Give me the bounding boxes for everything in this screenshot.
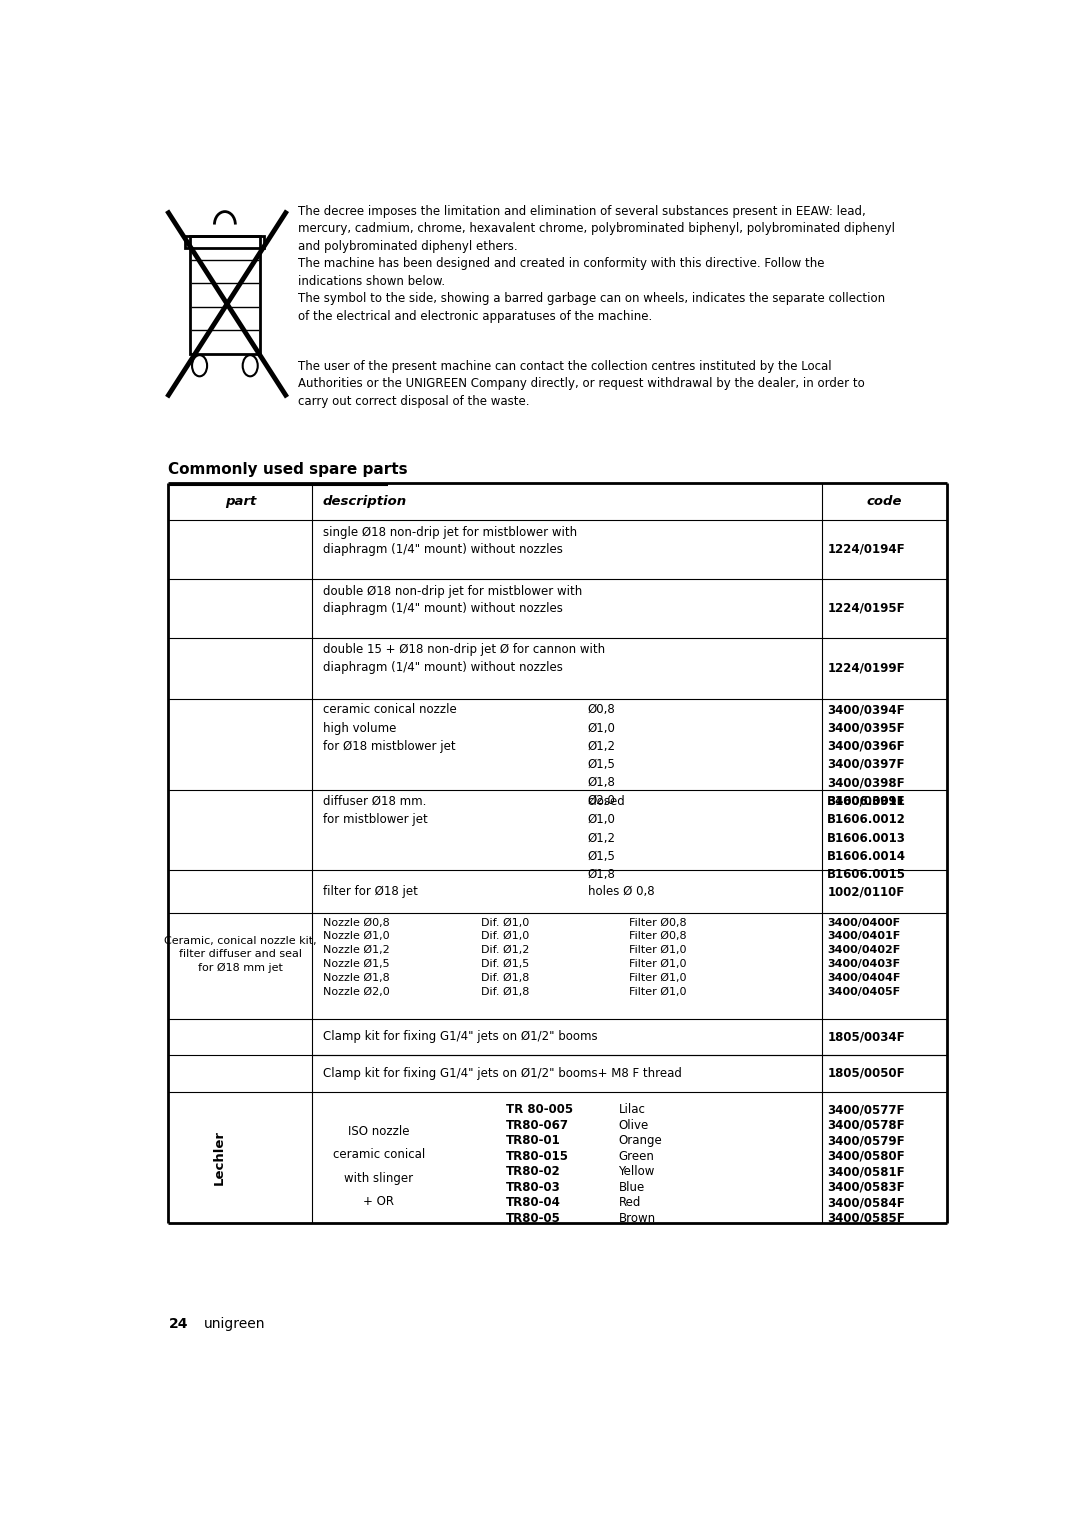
Text: Filter Ø0,8
Filter Ø0,8
Filter Ø1,0
Filter Ø1,0
Filter Ø1,0
Filter Ø1,0: Filter Ø0,8 Filter Ø0,8 Filter Ø1,0 Filt… bbox=[629, 917, 686, 996]
Text: double 15 + Ø18 non-drip jet Ø for cannon with
diaphragm (1/4" mount) without no: double 15 + Ø18 non-drip jet Ø for canno… bbox=[323, 643, 605, 674]
Text: Clamp kit for fixing G1/4" jets on Ø1/2" booms+ M8 F thread: Clamp kit for fixing G1/4" jets on Ø1/2"… bbox=[323, 1067, 681, 1080]
Text: 3400/0583F: 3400/0583F bbox=[827, 1181, 905, 1193]
Text: single Ø18 non-drip jet for mistblower with
diaphragm (1/4" mount) without nozzl: single Ø18 non-drip jet for mistblower w… bbox=[323, 526, 577, 556]
Text: TR80-04: TR80-04 bbox=[507, 1196, 562, 1210]
Text: Ø0,8
Ø1,0
Ø1,2
Ø1,5
Ø1,8
Ø2,0: Ø0,8 Ø1,0 Ø1,2 Ø1,5 Ø1,8 Ø2,0 bbox=[588, 703, 616, 807]
Text: TR80-05: TR80-05 bbox=[507, 1212, 562, 1225]
Text: B1606.0011
B1606.0012
B1606.0013
B1606.0014
B1606.0015: B1606.0011 B1606.0012 B1606.0013 B1606.0… bbox=[827, 795, 906, 882]
Text: 3400/0394F
3400/0395F
3400/0396F
3400/0397F
3400/0398F
3400/0399F: 3400/0394F 3400/0395F 3400/0396F 3400/03… bbox=[827, 703, 905, 807]
Text: ISO nozzle
ceramic conical
with slinger
+ OR: ISO nozzle ceramic conical with slinger … bbox=[333, 1125, 424, 1209]
Text: Lilac: Lilac bbox=[619, 1103, 645, 1117]
Text: Red: Red bbox=[619, 1196, 640, 1210]
Text: 3400/0585F: 3400/0585F bbox=[827, 1212, 905, 1225]
Text: 24: 24 bbox=[168, 1317, 188, 1331]
Text: TR80-015: TR80-015 bbox=[507, 1151, 569, 1163]
Text: 3400/0579F: 3400/0579F bbox=[827, 1134, 905, 1148]
Text: 1002/0110F: 1002/0110F bbox=[827, 885, 905, 898]
Text: holes Ø 0,8: holes Ø 0,8 bbox=[588, 885, 654, 898]
Text: Green: Green bbox=[619, 1151, 654, 1163]
Text: description: description bbox=[323, 495, 407, 509]
Text: filter for Ø18 jet: filter for Ø18 jet bbox=[323, 885, 417, 898]
Text: Brown: Brown bbox=[619, 1212, 656, 1225]
Text: 1805/0034F: 1805/0034F bbox=[827, 1030, 905, 1044]
Text: TR80-02: TR80-02 bbox=[507, 1166, 561, 1178]
Text: TR 80-005: TR 80-005 bbox=[507, 1103, 573, 1117]
Text: TR80-067: TR80-067 bbox=[507, 1118, 569, 1132]
Text: part: part bbox=[225, 495, 256, 509]
Text: 1224/0199F: 1224/0199F bbox=[827, 662, 905, 674]
Text: Yellow: Yellow bbox=[619, 1166, 654, 1178]
Text: closed
Ø1,0
Ø1,2
Ø1,5
Ø1,8: closed Ø1,0 Ø1,2 Ø1,5 Ø1,8 bbox=[588, 795, 625, 882]
Text: double Ø18 non-drip jet for mistblower with
diaphragm (1/4" mount) without nozzl: double Ø18 non-drip jet for mistblower w… bbox=[323, 585, 582, 616]
Text: Nozzle Ø0,8
Nozzle Ø1,0
Nozzle Ø1,2
Nozzle Ø1,5
Nozzle Ø1,8
Nozzle Ø2,0: Nozzle Ø0,8 Nozzle Ø1,0 Nozzle Ø1,2 Nozz… bbox=[323, 917, 389, 996]
Text: Ceramic, conical nozzle kit,
filter diffuser and seal
for Ø18 mm jet: Ceramic, conical nozzle kit, filter diff… bbox=[164, 937, 316, 973]
Text: ceramic conical nozzle
high volume
for Ø18 mistblower jet: ceramic conical nozzle high volume for Ø… bbox=[323, 703, 456, 753]
Text: 1224/0195F: 1224/0195F bbox=[827, 602, 905, 614]
Text: 3400/0400F
3400/0401F
3400/0402F
3400/0403F
3400/0404F
3400/0405F: 3400/0400F 3400/0401F 3400/0402F 3400/04… bbox=[827, 917, 901, 996]
Text: 3400/0580F: 3400/0580F bbox=[827, 1151, 905, 1163]
Text: Commonly used spare parts: Commonly used spare parts bbox=[168, 461, 408, 477]
Text: 3400/0584F: 3400/0584F bbox=[827, 1196, 905, 1210]
Text: unigreen: unigreen bbox=[204, 1317, 265, 1331]
Text: TR80-01: TR80-01 bbox=[507, 1134, 561, 1148]
Text: The user of the present machine can contact the collection centres instituted by: The user of the present machine can cont… bbox=[298, 359, 865, 408]
Text: 3400/0581F: 3400/0581F bbox=[827, 1166, 905, 1178]
Text: The decree imposes the limitation and elimination of several substances present : The decree imposes the limitation and el… bbox=[298, 205, 895, 322]
Text: 1805/0050F: 1805/0050F bbox=[827, 1067, 905, 1080]
Text: 3400/0578F: 3400/0578F bbox=[827, 1118, 905, 1132]
Text: code: code bbox=[867, 495, 903, 509]
Text: Orange: Orange bbox=[619, 1134, 662, 1148]
Text: 1224/0194F: 1224/0194F bbox=[827, 542, 905, 556]
Text: diffuser Ø18 mm.
for mistblower jet: diffuser Ø18 mm. for mistblower jet bbox=[323, 795, 428, 827]
Text: Olive: Olive bbox=[619, 1118, 649, 1132]
Text: 3400/0577F: 3400/0577F bbox=[827, 1103, 905, 1117]
Text: TR80-03: TR80-03 bbox=[507, 1181, 561, 1193]
Text: Blue: Blue bbox=[619, 1181, 645, 1193]
Text: Dif. Ø1,0
Dif. Ø1,0
Dif. Ø1,2
Dif. Ø1,5
Dif. Ø1,8
Dif. Ø1,8: Dif. Ø1,0 Dif. Ø1,0 Dif. Ø1,2 Dif. Ø1,5 … bbox=[481, 917, 529, 996]
Text: Lechler: Lechler bbox=[213, 1131, 226, 1186]
Text: Clamp kit for fixing G1/4" jets on Ø1/2" booms: Clamp kit for fixing G1/4" jets on Ø1/2"… bbox=[323, 1030, 597, 1044]
